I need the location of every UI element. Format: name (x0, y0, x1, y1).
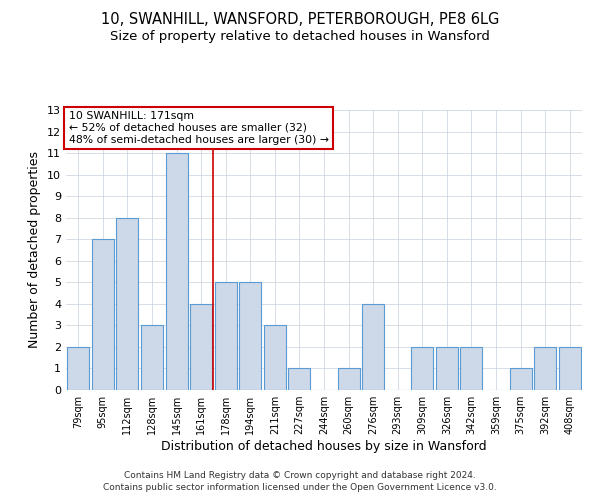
X-axis label: Distribution of detached houses by size in Wansford: Distribution of detached houses by size … (161, 440, 487, 453)
Bar (559, 347, 581, 390)
Bar (362, 304, 384, 390)
Bar (338, 368, 359, 390)
Bar (67, 347, 89, 390)
Text: 10, SWANHILL, WANSFORD, PETERBOROUGH, PE8 6LG: 10, SWANHILL, WANSFORD, PETERBOROUGH, PE… (101, 12, 499, 28)
Bar (436, 347, 458, 390)
Bar (116, 218, 139, 390)
Text: 10 SWANHILL: 171sqm
← 52% of detached houses are smaller (32)
48% of semi-detach: 10 SWANHILL: 171sqm ← 52% of detached ho… (68, 112, 329, 144)
Bar (190, 304, 212, 390)
Bar (215, 282, 237, 390)
Bar (509, 368, 532, 390)
Bar (92, 239, 114, 390)
Text: Size of property relative to detached houses in Wansford: Size of property relative to detached ho… (110, 30, 490, 43)
Bar (534, 347, 556, 390)
Bar (166, 153, 188, 390)
Text: Contains HM Land Registry data © Crown copyright and database right 2024.
Contai: Contains HM Land Registry data © Crown c… (103, 471, 497, 492)
Bar (289, 368, 310, 390)
Bar (239, 282, 262, 390)
Bar (141, 326, 163, 390)
Y-axis label: Number of detached properties: Number of detached properties (28, 152, 41, 348)
Bar (264, 326, 286, 390)
Bar (460, 347, 482, 390)
Bar (411, 347, 433, 390)
